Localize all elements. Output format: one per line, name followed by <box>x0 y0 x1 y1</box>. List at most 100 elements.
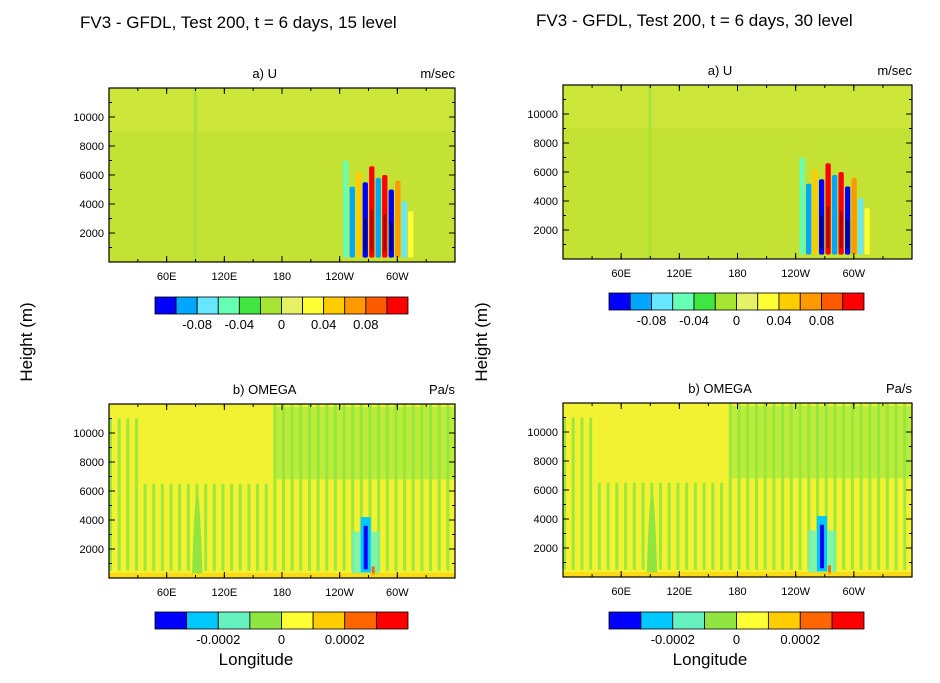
omega-patch <box>275 406 455 480</box>
y-axis-label-right: Height (m) <box>472 302 491 381</box>
colorbar-label: 0.04 <box>766 313 791 328</box>
colorbar-box <box>672 292 695 311</box>
omega-lane <box>169 483 173 571</box>
colorbar-box <box>312 611 346 630</box>
colorbar-label: 0 <box>278 317 285 332</box>
colorbar-box <box>714 292 737 311</box>
y-tick-label: 2000 <box>534 543 558 555</box>
x-tick-label: 180 <box>728 268 746 280</box>
x-tick-label: 60W <box>386 587 409 599</box>
omega-lane <box>342 404 346 571</box>
omega-lane <box>429 404 433 571</box>
omega-lane <box>580 417 584 570</box>
y-tick-label: 10000 <box>527 427 558 439</box>
omega-lane <box>624 482 628 570</box>
x-tick-label: 120W <box>781 586 810 598</box>
omega-lane <box>385 404 389 571</box>
omega-lane <box>597 482 601 570</box>
colorbar-box <box>693 292 716 311</box>
omega-lane <box>325 404 329 571</box>
omega-lane <box>885 403 889 570</box>
x-tick-label: 120E <box>211 587 237 599</box>
wave-core <box>363 218 367 252</box>
x-axis-label-right: Longitude <box>673 650 748 669</box>
colorbar-box <box>386 296 409 315</box>
omega-patch <box>730 405 912 479</box>
panel-w30: b) OMEGA Pa/s 2000 4000 6000 8000 10000 60E 120E… <box>527 381 913 647</box>
colorbar-box <box>238 296 261 315</box>
omega-lane <box>720 482 724 570</box>
omega-lane <box>868 403 872 570</box>
omega-lane <box>711 482 715 570</box>
colorbar-label: -0.08 <box>637 313 667 328</box>
plot-area <box>563 403 912 577</box>
omega-spike <box>646 491 658 573</box>
plot-area <box>109 88 455 262</box>
omega-lane <box>256 483 260 571</box>
y-tick-label: 4000 <box>534 514 558 526</box>
colorbar-label: 0.0002 <box>325 632 365 647</box>
wave-core <box>370 209 374 252</box>
omega-lane <box>824 403 828 570</box>
omega-lane <box>615 482 619 570</box>
colorbar-label: 0.08 <box>809 313 834 328</box>
omega-lane <box>606 482 610 570</box>
omega-lane <box>676 482 680 570</box>
colorbar-box <box>260 296 282 315</box>
omega-lane <box>728 403 732 570</box>
column-title-left: FV3 - GFDL, Test 200, t = 6 days, 15 lev… <box>80 13 397 32</box>
omega-lane <box>160 483 164 571</box>
colorbar-box <box>799 292 822 311</box>
omega-lane <box>685 482 689 570</box>
panel-w15: b) OMEGA Pa/s 2000 4000 6000 8000 10000 60E 120E… <box>73 382 456 647</box>
colorbar-box <box>736 611 769 630</box>
colorbar-label: -0.08 <box>182 317 212 332</box>
panel-units: Pa/s <box>429 382 456 397</box>
omega-lane <box>877 403 881 570</box>
colorbar-box <box>281 611 314 630</box>
wave-stripe <box>349 186 355 258</box>
omega-lane <box>282 404 285 571</box>
x-tick-label: 120W <box>325 271 354 283</box>
x-tick-label: 60E <box>611 586 631 598</box>
omega-lane <box>789 403 793 570</box>
y-tick-label: 10000 <box>73 428 104 440</box>
omega-lane <box>746 403 750 570</box>
wave-stripe <box>375 177 381 258</box>
colorbar-box <box>640 611 674 630</box>
wave-stripe <box>864 208 870 255</box>
omega-lane <box>859 403 863 570</box>
omega-lane <box>693 482 697 570</box>
omega-lane <box>152 483 156 571</box>
x-tick-label: 180 <box>273 587 291 599</box>
colorbar-box <box>281 296 303 315</box>
colorbar-box <box>344 296 367 315</box>
x-tick-label: 60E <box>157 587 177 599</box>
omega-lane <box>903 403 907 570</box>
y-tick-label: 10000 <box>73 112 104 124</box>
colorbar-label: 0.08 <box>353 317 378 332</box>
colorbar-box <box>831 611 865 630</box>
colorbar-box <box>375 611 409 630</box>
colorbar-label: 0 <box>733 632 740 647</box>
x-tick-label: 120E <box>666 586 692 598</box>
colorbar-box <box>672 611 706 630</box>
panel-units: m/sec <box>420 66 455 81</box>
panel-title: b) OMEGA <box>688 381 752 396</box>
streak <box>648 85 652 259</box>
x-tick-label: 120E <box>211 271 237 283</box>
wave-core <box>826 206 830 249</box>
wave-stripe <box>395 180 401 258</box>
omega-lane <box>299 404 303 571</box>
plot-area <box>109 404 455 578</box>
omega-lane <box>126 418 130 571</box>
colorbar-label: 0.0002 <box>780 632 820 647</box>
omega-lane <box>632 482 636 570</box>
wave-stripe <box>857 198 864 255</box>
colorbar-label: 0 <box>733 313 740 328</box>
y-tick-label: 8000 <box>534 456 558 468</box>
colorbar-box <box>651 292 674 311</box>
x-tick-label: 60E <box>611 268 631 280</box>
wave-stripe <box>343 160 349 258</box>
wave-stripe <box>799 157 805 255</box>
